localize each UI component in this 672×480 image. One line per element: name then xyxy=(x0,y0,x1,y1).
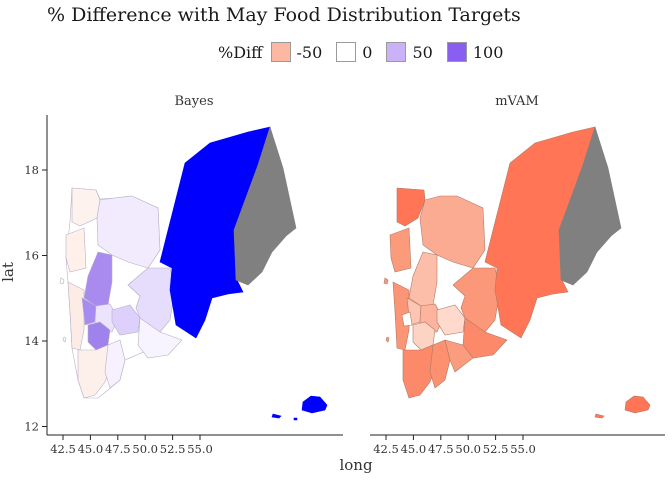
x-tick-label: 52.5 xyxy=(160,442,186,456)
x-tick-label: 52.5 xyxy=(483,442,509,456)
legend: %Diff -50 0 50 100 xyxy=(218,41,513,63)
panel-bayes xyxy=(59,126,328,421)
legend-title: %Diff xyxy=(218,42,263,62)
x-tick-label: 50.0 xyxy=(132,442,158,456)
legend-label-neg50: -50 xyxy=(296,42,323,62)
region-hadramaut xyxy=(159,126,271,339)
panel-label-bayes: Bayes xyxy=(174,94,213,109)
region-hadramaut xyxy=(484,126,596,339)
region-bayda xyxy=(111,304,141,336)
x-tick-label: 45.0 xyxy=(78,442,104,456)
region-socotra xyxy=(301,395,328,414)
island-small-1 xyxy=(594,413,605,419)
region-mahrah xyxy=(233,126,297,286)
legend-key-neg50 xyxy=(270,42,291,62)
legend-label-100: 100 xyxy=(472,42,504,62)
x-tick-label: 55.0 xyxy=(510,442,536,456)
island-small-3 xyxy=(59,277,65,285)
x-tick-label: 47.5 xyxy=(105,442,131,456)
region-aden xyxy=(444,339,474,373)
island-small-4 xyxy=(62,336,67,343)
x-axis-title: long xyxy=(339,456,372,474)
region-socotra xyxy=(624,395,651,414)
region-hajjah xyxy=(389,227,412,273)
y-tick-label: 14 xyxy=(24,334,39,348)
island-small-3 xyxy=(383,277,389,285)
y-tick-label: 12 xyxy=(24,420,39,434)
y-tick-label: 18 xyxy=(24,163,39,177)
region-white-gap xyxy=(401,311,413,327)
legend-key-100 xyxy=(446,42,467,62)
island-small-1 xyxy=(271,413,282,419)
legend-key-50 xyxy=(386,42,407,62)
region-hodeidah xyxy=(67,281,85,351)
panel-mvam xyxy=(383,126,651,419)
x-tick-label: 55.0 xyxy=(187,442,213,456)
legend-key-0 xyxy=(336,42,357,62)
region-lahj xyxy=(104,339,126,389)
x-tick-label: 47.5 xyxy=(428,442,454,456)
region-mahrah xyxy=(558,126,622,286)
region-hajjah xyxy=(65,227,87,273)
y-axis-title: lat xyxy=(0,262,17,282)
x-tick-label: 42.5 xyxy=(373,442,399,456)
y-tick-label: 16 xyxy=(24,249,39,263)
chart-title: % Difference with May Food Distribution … xyxy=(47,4,521,26)
legend-label-50: 50 xyxy=(412,42,433,62)
island-small-4 xyxy=(385,336,390,343)
island-small-2 xyxy=(293,417,298,421)
region-shabwah xyxy=(137,317,183,359)
region-north-west xyxy=(396,187,426,227)
region-taiz xyxy=(402,344,438,399)
x-tick-label: 50.0 xyxy=(455,442,481,456)
panel-label-mvam: mVAM xyxy=(495,94,539,109)
region-taiz xyxy=(77,344,113,399)
x-tick-label: 45.0 xyxy=(401,442,427,456)
region-sanaa xyxy=(408,251,438,307)
x-tick-label: 42.5 xyxy=(50,442,76,456)
legend-label-0: 0 xyxy=(362,42,373,62)
region-bayda xyxy=(436,304,466,336)
